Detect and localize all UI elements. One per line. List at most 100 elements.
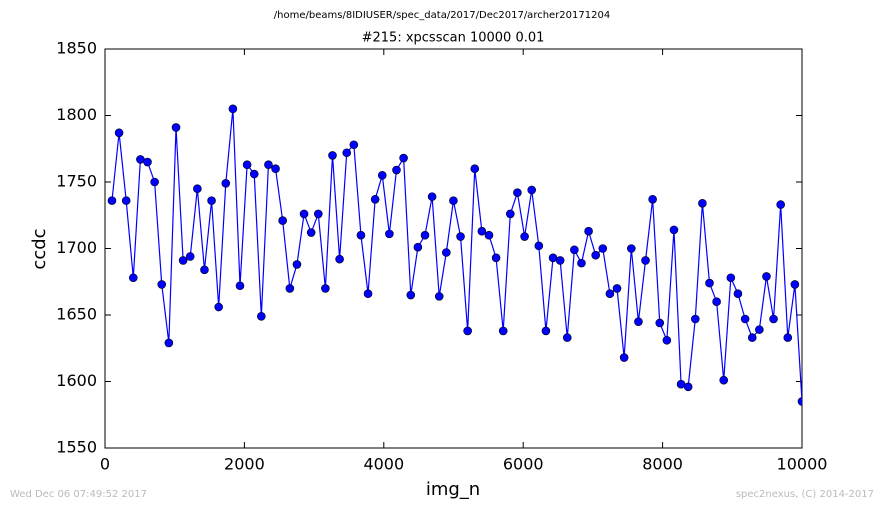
data-point xyxy=(456,232,465,241)
data-point xyxy=(676,379,686,389)
data-point xyxy=(292,260,302,269)
data-point xyxy=(235,281,245,291)
x-tick-label: 6000 xyxy=(503,455,544,474)
data-point xyxy=(257,312,266,321)
x-tick-label: 10000 xyxy=(777,455,828,474)
data-point xyxy=(207,196,216,205)
data-point xyxy=(527,185,537,195)
data-point xyxy=(584,226,593,236)
data-point xyxy=(171,123,181,132)
data-point xyxy=(264,160,273,170)
data-point xyxy=(690,314,700,324)
data-point xyxy=(335,254,344,264)
y-tick-label: 1750 xyxy=(56,172,97,191)
data-point xyxy=(249,169,259,179)
data-point xyxy=(477,226,487,236)
data-point xyxy=(484,230,494,240)
y-tick-label: 1650 xyxy=(56,305,97,324)
data-point xyxy=(698,198,707,208)
data-point xyxy=(299,209,309,219)
timestamp: Wed Dec 06 07:49:52 2017 xyxy=(10,489,147,500)
chart-title: #215: xpcsscan 10000 0.01 xyxy=(362,31,545,46)
y-tick-label: 1700 xyxy=(56,238,97,257)
x-axis-label: img_n xyxy=(426,479,480,500)
data-point xyxy=(712,297,721,307)
data-point xyxy=(406,290,416,300)
data-point xyxy=(285,284,295,293)
data-point xyxy=(740,314,750,324)
data-point xyxy=(385,229,394,239)
data-point xyxy=(534,241,544,251)
data-point xyxy=(747,333,757,342)
data-point xyxy=(278,216,287,225)
data-point xyxy=(427,192,437,201)
data-point xyxy=(271,164,280,173)
x-tick-label: 4000 xyxy=(363,455,404,474)
data-point xyxy=(719,375,729,385)
data-point xyxy=(790,280,800,289)
data-point xyxy=(506,209,515,219)
plot-frame xyxy=(104,48,803,449)
data-point xyxy=(491,253,501,263)
data-point xyxy=(797,397,802,406)
y-axis-label: ccdc xyxy=(29,228,50,269)
data-point xyxy=(769,314,778,324)
data-point xyxy=(150,177,159,187)
data-point xyxy=(363,289,373,299)
data-point xyxy=(662,335,672,345)
credit: spec2nexus, (C) 2014-2017 xyxy=(736,489,874,500)
data-point xyxy=(570,245,579,255)
x-tick-label: 2000 xyxy=(224,455,265,474)
data-line xyxy=(111,108,802,402)
data-point xyxy=(107,196,117,205)
y-tick-label: 1550 xyxy=(56,438,97,457)
data-point xyxy=(434,292,444,301)
data-point xyxy=(136,155,145,164)
x-tick-label: 0 xyxy=(100,455,110,474)
data-point xyxy=(634,317,643,326)
data-point xyxy=(655,318,665,328)
data-point xyxy=(555,256,565,265)
data-point xyxy=(157,280,167,289)
data-point xyxy=(619,353,629,362)
data-point xyxy=(399,153,408,163)
data-point xyxy=(762,272,771,281)
x-tick-label: 8000 xyxy=(642,455,683,474)
data-point xyxy=(228,104,238,114)
data-point xyxy=(541,326,551,336)
data-point xyxy=(591,250,600,260)
data-point xyxy=(598,244,608,253)
file-path: /home/beams/8IDIUSER/spec_data/2017/Dec2… xyxy=(274,10,610,21)
y-tick-label: 1600 xyxy=(56,371,97,390)
data-point xyxy=(342,148,352,158)
data-point xyxy=(726,273,736,283)
data-point xyxy=(733,289,743,299)
data-point xyxy=(392,165,401,175)
data-point xyxy=(321,284,330,293)
data-point xyxy=(683,382,693,392)
data-point xyxy=(420,230,430,240)
y-tick-label: 1850 xyxy=(56,39,97,58)
data-point xyxy=(548,253,558,263)
data-point xyxy=(513,188,522,197)
data-point xyxy=(128,273,138,283)
data-point xyxy=(306,228,316,237)
data-point xyxy=(669,225,679,235)
data-point xyxy=(520,232,529,241)
data-point xyxy=(470,164,480,173)
data-point xyxy=(178,256,188,265)
data-point xyxy=(370,194,380,204)
data-point xyxy=(612,284,622,293)
data-point xyxy=(449,196,458,205)
data-point xyxy=(328,151,337,160)
data-point xyxy=(413,242,423,252)
data-point xyxy=(627,244,636,253)
data-point xyxy=(185,252,195,261)
data-point xyxy=(641,256,650,265)
data-point xyxy=(577,258,586,268)
data-point xyxy=(783,333,793,342)
data-point xyxy=(164,338,174,348)
data-point xyxy=(705,278,714,288)
data-point xyxy=(648,194,657,204)
